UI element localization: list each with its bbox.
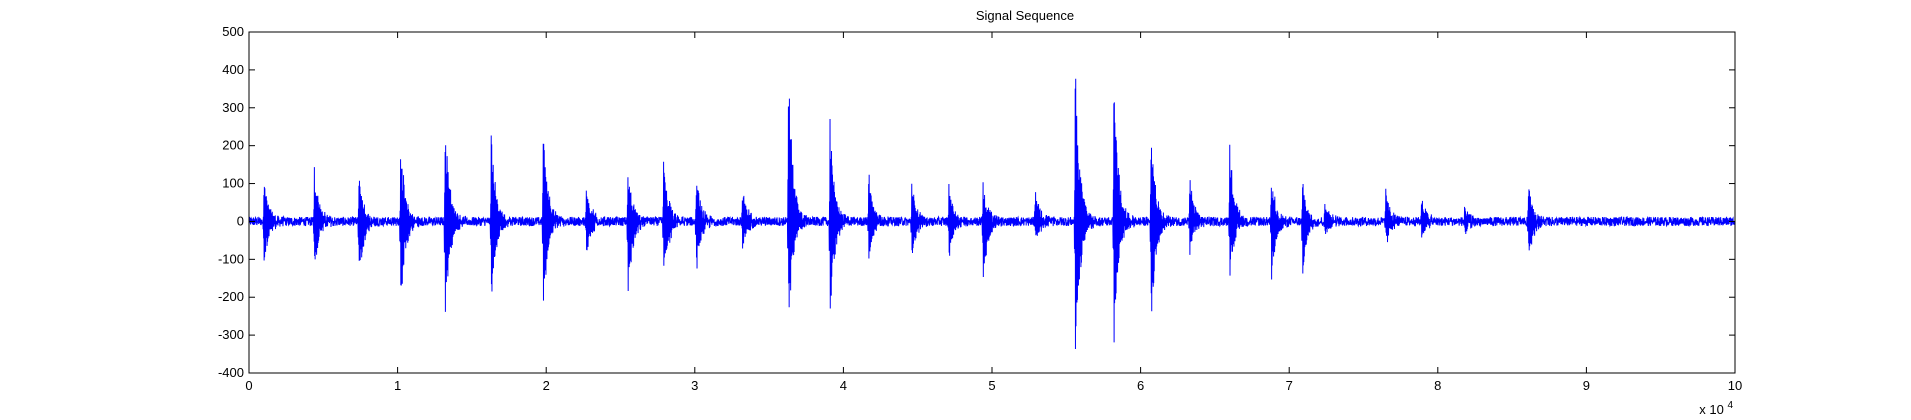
x-axis-exponent-base: x 10	[1699, 402, 1724, 417]
x-axis: 0 1 2 3 4 5 6 7 8 9 10	[245, 32, 1742, 393]
y-tick-label: 100	[222, 176, 244, 191]
y-tick-label: 400	[222, 62, 244, 77]
y-tick-label: -100	[218, 251, 244, 266]
axes-box	[248, 31, 1736, 374]
y-tick-label: -400	[218, 365, 244, 380]
x-tick-label: 6	[1137, 378, 1144, 393]
y-tick-label: 0	[237, 213, 244, 228]
x-tick-label: 8	[1434, 378, 1441, 393]
x-axis-exponent: x 10 4	[1699, 400, 1733, 417]
x-tick-label: 2	[543, 378, 550, 393]
x-tick-label: 3	[691, 378, 698, 393]
x-tick-label: 0	[245, 378, 252, 393]
signal-line	[248, 78, 1736, 349]
x-tick-label: 4	[840, 378, 847, 393]
y-axis: -400 -300 -200 -100 0 100 200 300 400 500	[218, 24, 1735, 380]
x-tick-label: 7	[1286, 378, 1293, 393]
x-axis-exponent-power: 4	[1727, 400, 1733, 411]
y-tick-label: -200	[218, 289, 244, 304]
y-tick-label: 500	[222, 24, 244, 39]
x-tick-label: 10	[1728, 378, 1742, 393]
x-tick-label: 9	[1583, 378, 1590, 393]
x-tick-label: 1	[394, 378, 401, 393]
plot-area	[248, 78, 1736, 349]
y-tick-label: 300	[222, 100, 244, 115]
y-tick-label: 200	[222, 138, 244, 153]
y-tick-label: -300	[218, 327, 244, 342]
x-tick-label: 5	[988, 378, 995, 393]
chart-title: Signal Sequence	[976, 8, 1074, 23]
